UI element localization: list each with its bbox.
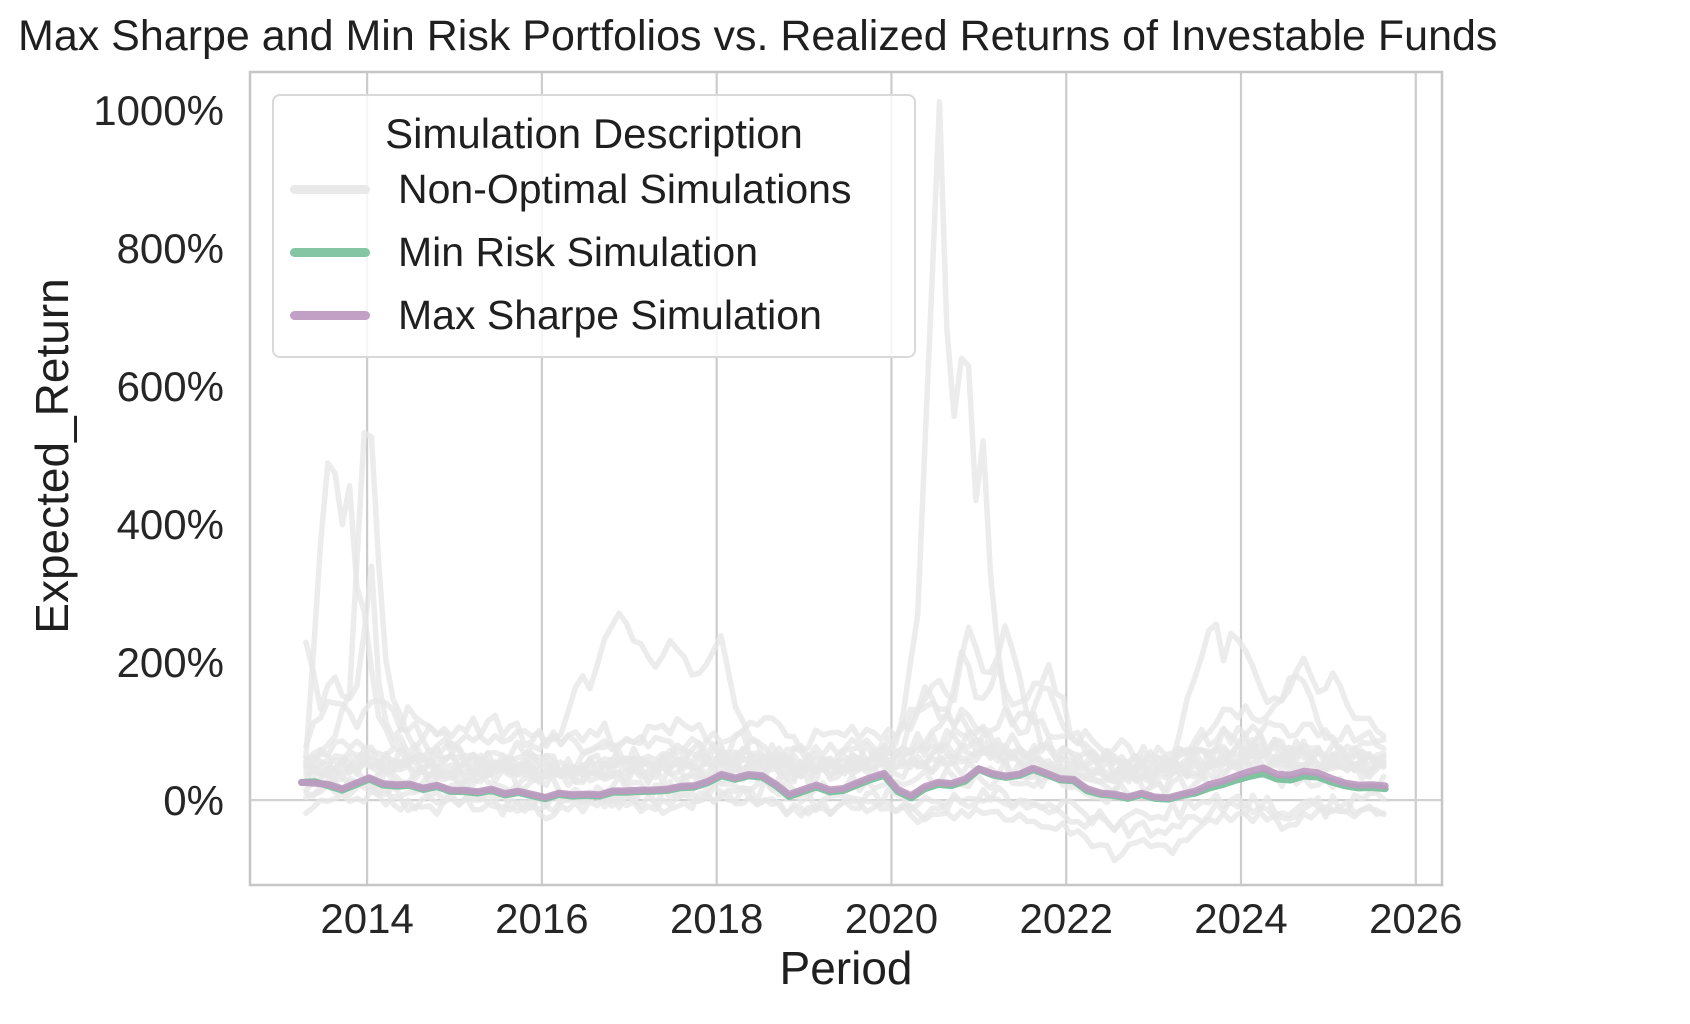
legend-label: Max Sharpe Simulation xyxy=(398,292,822,338)
x-tick-label: 2016 xyxy=(495,895,588,942)
y-tick-label: 0% xyxy=(163,777,224,824)
x-tick-label: 2014 xyxy=(320,895,413,942)
non-optimal-simulation-line xyxy=(303,774,1387,839)
legend-title: Simulation Description xyxy=(385,110,803,157)
y-tick-label: 400% xyxy=(117,501,224,548)
non-optimal-simulation-line xyxy=(303,784,1387,833)
non-optimal-simulation-line xyxy=(303,697,1387,765)
non-optimal-simulation-line xyxy=(303,756,1387,796)
x-tick-label: 2024 xyxy=(1194,895,1287,942)
legend-row-non-optimal: Non-Optimal Simulations xyxy=(274,158,914,221)
y-tick-label: 200% xyxy=(117,639,224,686)
line-swatch-purple xyxy=(290,311,370,320)
plot-border xyxy=(248,70,1444,887)
line-swatch-gray xyxy=(290,185,370,194)
non-optimal-simulation-line xyxy=(303,563,1387,773)
max-sharpe-line xyxy=(298,764,1389,802)
legend-row-max-sharpe: Max Sharpe Simulation xyxy=(274,284,914,347)
x-tick-label: 2026 xyxy=(1369,895,1462,942)
legend-label: Non-Optimal Simulations xyxy=(398,166,852,212)
legend: Simulation Description Non-Optimal Simul… xyxy=(272,94,916,358)
legend-label: Min Risk Simulation xyxy=(398,229,758,275)
y-tick-label: 600% xyxy=(117,363,224,410)
y-tick-label: 800% xyxy=(117,225,224,272)
x-tick-label: 2022 xyxy=(1020,895,1113,942)
chart-title: Max Sharpe and Min Risk Portfolios vs. R… xyxy=(18,12,1498,60)
y-tick-label: 1000% xyxy=(93,87,224,134)
series-lines xyxy=(298,99,1389,864)
x-tick-label: 2020 xyxy=(845,895,938,942)
line-swatch-green xyxy=(290,248,370,257)
x-tick-label: 2018 xyxy=(670,895,763,942)
legend-row-min-risk: Min Risk Simulation xyxy=(274,221,914,284)
x-axis-label: Period xyxy=(779,942,913,994)
